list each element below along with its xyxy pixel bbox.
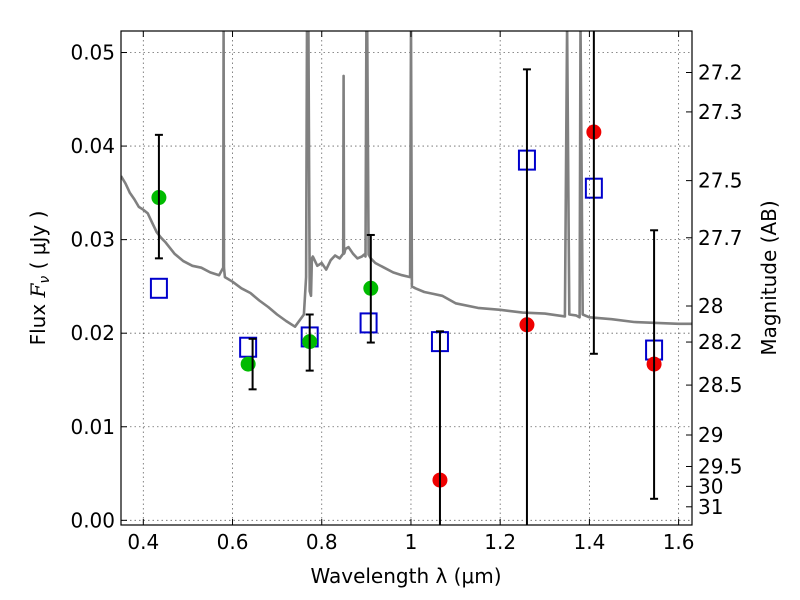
y-tick-label: 0.01 — [70, 415, 115, 439]
x-tick-label: 0.8 — [306, 530, 338, 554]
magnitude-tick-label: 27.7 — [698, 226, 743, 250]
y-tick-label: 0.00 — [70, 508, 115, 532]
magnitude-tick-label: 27.3 — [698, 100, 743, 124]
magnitude-tick-label: 28 — [698, 294, 723, 318]
model-spectrum-line — [121, 31, 692, 329]
magnitude-tick-label: 31 — [698, 495, 723, 519]
magnitude-axis-label: Magnitude (AB) — [757, 200, 781, 355]
y-axis-label: Flux Fν ( μJy ) — [26, 211, 53, 346]
x-axis-label: Wavelength λ (μm) — [310, 564, 501, 588]
x-tick-label: 0.4 — [127, 530, 159, 554]
magnitude-tick-label: 29 — [698, 423, 723, 447]
y-tick-label: 0.05 — [70, 41, 115, 65]
x-tick-label: 1.2 — [484, 530, 516, 554]
ticks: 0.4 0.6 0.8 1 1.2 1.4 1.6 0.00 0.01 0.02 0.03 0.04 0… — [70, 31, 743, 554]
plot-area — [121, 31, 692, 525]
plot-frame — [120, 30, 693, 526]
magnitude-tick-label: 30 — [698, 474, 723, 498]
magnitude-tick-label: 27.2 — [698, 61, 743, 85]
y-tick-label: 0.02 — [70, 321, 115, 345]
data-layer — [121, 31, 692, 525]
model-photometry-square — [359, 312, 378, 334]
magnitude-tick-label: 28.5 — [698, 373, 743, 397]
x-tick-label: 1.6 — [663, 530, 695, 554]
magnitude-tick-label: 28.2 — [698, 330, 743, 354]
y-tick-label: 0.04 — [70, 134, 115, 158]
x-tick-label: 1.4 — [573, 530, 605, 554]
magnitude-tick-label: 29.5 — [698, 454, 743, 478]
y-tick-label: 0.03 — [70, 228, 115, 252]
x-tick-label: 0.6 — [217, 530, 249, 554]
model-photometry-square — [149, 277, 168, 299]
magnitude-tick-label: 27.5 — [698, 169, 743, 193]
x-tick-label: 1 — [405, 530, 418, 554]
